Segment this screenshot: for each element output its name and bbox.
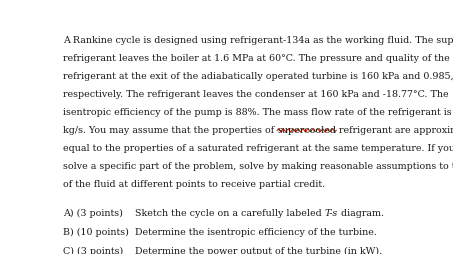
Text: B) (10 points): B) (10 points) [63,227,135,236]
Text: A Rankine cycle is designed using refrigerant-134a as the working fluid. The sup: A Rankine cycle is designed using refrig… [63,35,453,44]
Text: Determine the power output of the turbine (in kW).: Determine the power output of the turbin… [135,246,382,254]
Text: T-s: T-s [324,208,338,217]
Text: Determine the isentropic efficiency of the turbine.: Determine the isentropic efficiency of t… [135,227,377,236]
Text: kg/s. You may assume that the properties of: kg/s. You may assume that the properties… [63,125,277,134]
Text: Sketch the cycle on a carefully labeled: Sketch the cycle on a carefully labeled [135,208,324,217]
Text: supercooled: supercooled [277,125,336,134]
Text: refrigerant leaves the boiler at 1.6 MPa at 60°C. The pressure and quality of th: refrigerant leaves the boiler at 1.6 MPa… [63,53,450,62]
Text: respectively. The refrigerant leaves the condenser at 160 kPa and -18.77°C. The: respectively. The refrigerant leaves the… [63,89,448,98]
Text: refrigerant at the exit of the adiabatically operated turbine is 160 kPa and 0.9: refrigerant at the exit of the adiabatic… [63,71,453,80]
Text: of the fluid at different points to receive partial credit.: of the fluid at different points to rece… [63,179,325,188]
Text: refrigerant are approximately: refrigerant are approximately [336,125,453,134]
Text: equal to the properties of a saturated refrigerant at the same temperature. If y: equal to the properties of a saturated r… [63,143,453,152]
Text: diagram.: diagram. [338,208,384,217]
Text: isentropic efficiency of the pump is 88%. The mass flow rate of the refrigerant : isentropic efficiency of the pump is 88%… [63,107,453,116]
Text: A) (3 points): A) (3 points) [63,208,135,217]
Text: C) (3 points): C) (3 points) [63,246,135,254]
Text: solve a specific part of the problem, solve by making reasonable assumptions to : solve a specific part of the problem, so… [63,161,453,170]
